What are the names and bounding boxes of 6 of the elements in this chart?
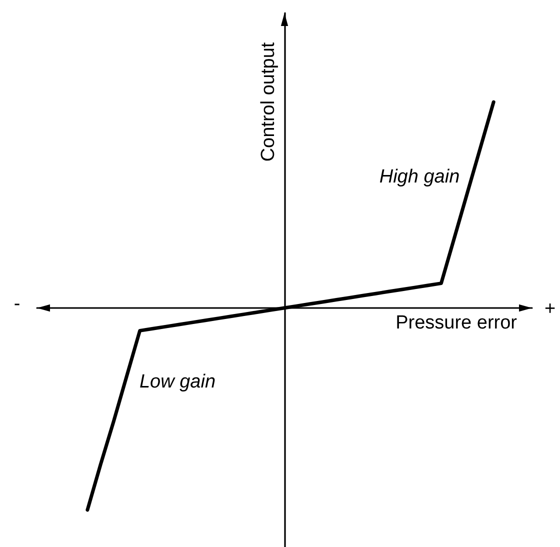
text: +: [544, 298, 556, 320]
y-axis-title: Control output: [258, 42, 279, 162]
annotation: Low gain: [139, 372, 216, 393]
text: -: [14, 294, 20, 315]
annotation: High gain: [379, 166, 460, 188]
x-axis-title: Pressure error: [396, 312, 518, 334]
